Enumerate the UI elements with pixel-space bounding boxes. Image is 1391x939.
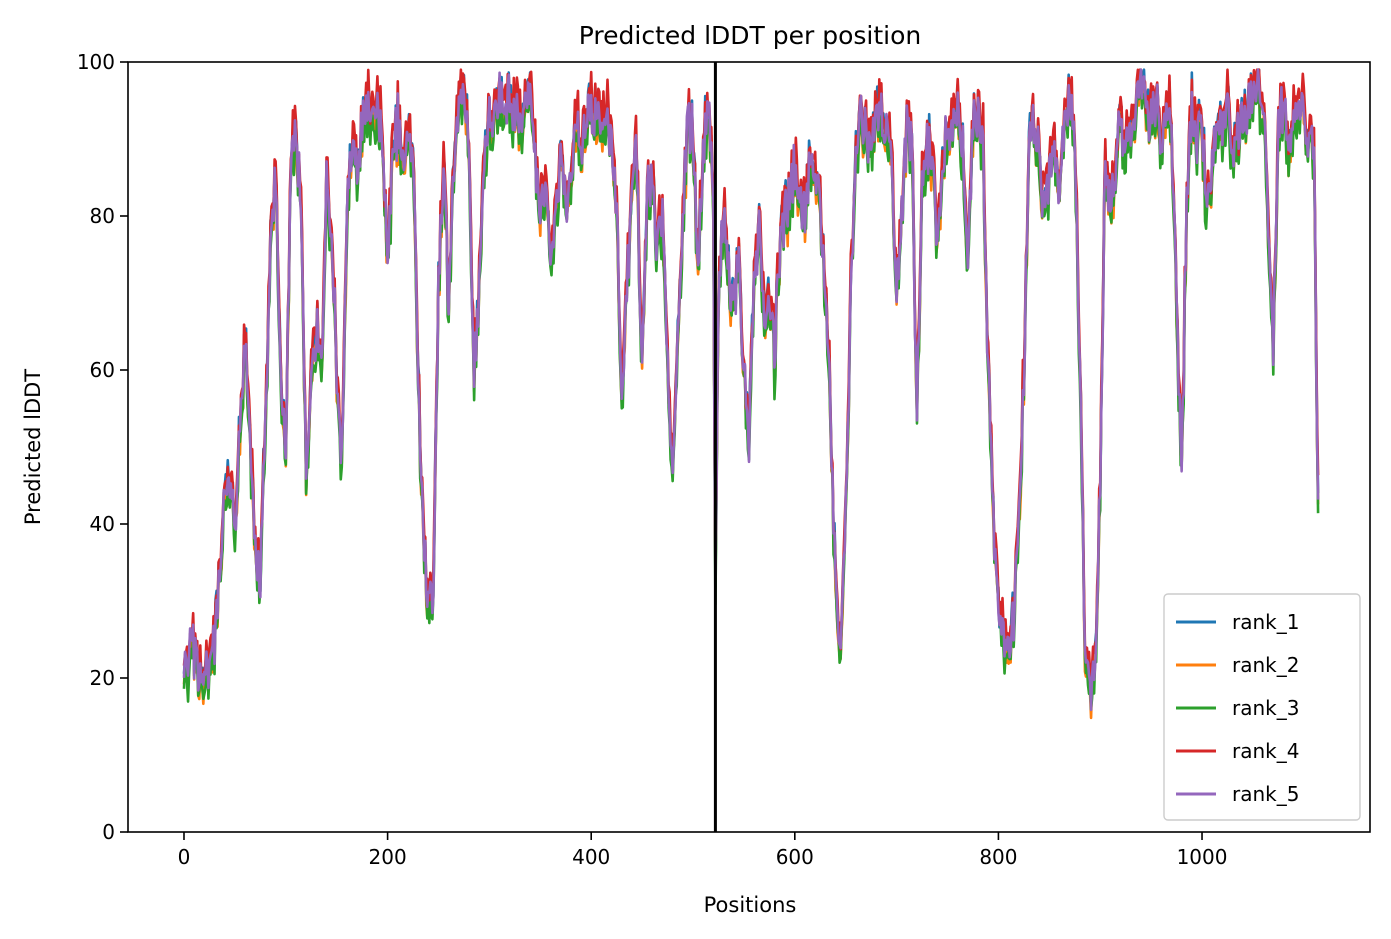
chart-title: Predicted lDDT per position (579, 21, 921, 50)
plot-lines (182, 68, 1320, 720)
y-tick-label: 80 (90, 204, 115, 228)
y-tick-label: 0 (102, 820, 115, 844)
y-tick-label: 20 (90, 666, 115, 690)
x-tick-label: 800 (979, 845, 1017, 869)
x-tick-label: 600 (776, 845, 814, 869)
x-tick-label: 1000 (1177, 845, 1228, 869)
y-tick-label: 40 (90, 512, 115, 536)
legend-label-rank_5: rank_5 (1232, 782, 1299, 806)
legend-label-rank_3: rank_3 (1232, 696, 1299, 720)
x-axis-ticks: 0 200 400 600 800 1000 (178, 832, 1228, 869)
x-tick-label: 400 (572, 845, 610, 869)
legend-frame (1163, 593, 1361, 821)
legend: rank_1 rank_2 rank_3 rank_4 rank_5 (1163, 593, 1361, 821)
series-line-rank_5 (182, 68, 1320, 712)
y-tick-label: 100 (77, 50, 115, 74)
legend-label-rank_1: rank_1 (1232, 610, 1299, 634)
y-axis-title: Predicted lDDT (21, 369, 45, 525)
x-tick-label: 200 (369, 845, 407, 869)
legend-label-rank_4: rank_4 (1232, 739, 1299, 763)
y-axis-ticks: 0 20 40 60 80 100 (77, 50, 128, 844)
x-tick-label: 0 (178, 845, 191, 869)
y-tick-label: 60 (90, 358, 115, 382)
x-axis-title: Positions (704, 893, 797, 917)
plot-frame (127, 61, 1371, 833)
legend-label-rank_2: rank_2 (1232, 653, 1299, 677)
